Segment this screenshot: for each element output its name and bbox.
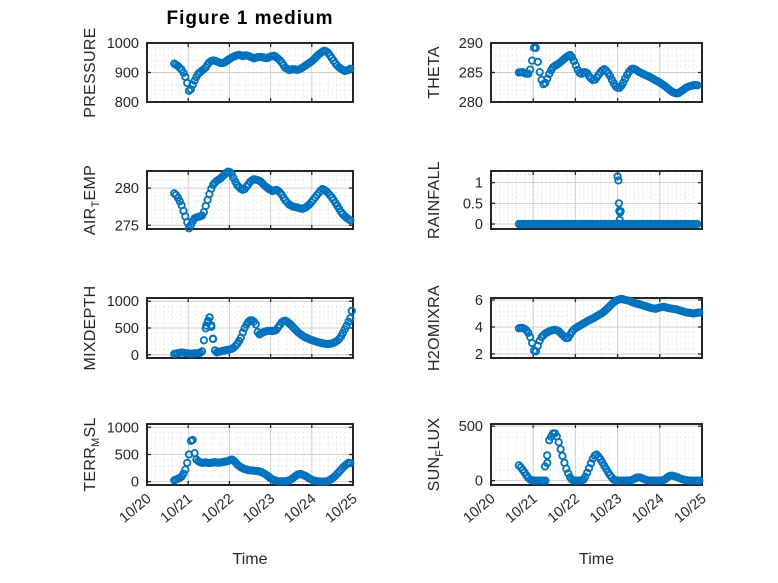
- ytick-label: 1000: [107, 420, 139, 436]
- subplot-pressure: 800 900 1000 PRESSURE: [82, 27, 355, 118]
- ytick-label: 1000: [107, 294, 139, 310]
- xtick-label: 10/24: [629, 491, 667, 527]
- xlabel-time-left: Time: [232, 551, 268, 568]
- ytick-label: 4: [475, 320, 483, 336]
- xtick-label: 10/24: [281, 491, 319, 527]
- xtick-label: 10/21: [503, 491, 541, 527]
- axes-frame: [490, 170, 703, 230]
- xtick-label: 10/25: [322, 491, 360, 527]
- ytick-labels: 2 4 6: [475, 293, 483, 363]
- subplot-h2omixra: 2 4 6 H2OMIXRA: [426, 285, 704, 371]
- ytick-labels: 275 280: [115, 181, 139, 234]
- ylabel-h2omixra: H2OMIXRA: [426, 285, 443, 371]
- xtick-label: 10/23: [587, 491, 625, 527]
- ytick-label: 6: [475, 293, 483, 309]
- ytick-label: 500: [115, 321, 139, 337]
- ytick-labels: 0 500 1000: [107, 420, 139, 490]
- ytick-label: 0: [131, 475, 139, 491]
- xtick-label: 10/22: [199, 491, 237, 527]
- data-points: [170, 167, 355, 233]
- ylabel-pressure: PRESSURE: [82, 27, 99, 117]
- ytick-labels: 00.51: [463, 176, 483, 233]
- data-points: [170, 435, 355, 486]
- subplot-sunflux: 0 500 SUNFLUX 10/20 10/21 10/22 10/23 10/24 10/2…: [426, 418, 710, 527]
- subplot-mixdepth: 0 500 1000 MIXDEPTH: [82, 285, 356, 371]
- xtick-label: 10/20: [116, 491, 154, 527]
- axes-frame: [146, 297, 354, 359]
- ylabel-sunflux: SUNFLUX: [426, 418, 446, 492]
- xtick-label: 10/22: [545, 491, 583, 527]
- data-points: [514, 294, 704, 356]
- xtick-labels: 10/20 10/21 10/22 10/23 10/24 10/25: [116, 491, 360, 527]
- ytick-label: 290: [459, 36, 483, 52]
- data-points: [514, 43, 702, 98]
- ytick-label: 0: [475, 474, 483, 490]
- ytick-label: 500: [115, 448, 139, 464]
- subplot-theta: 280 285 290 THETA: [426, 36, 703, 111]
- grid-minor: [147, 171, 353, 229]
- ytick-label: 275: [115, 218, 139, 234]
- xtick-label: 10/25: [671, 491, 709, 527]
- figure-title: Figure 1 medium: [166, 8, 334, 29]
- grid-minor: [491, 171, 702, 229]
- subplot-airtemp: 275 280 AIRTEMP: [82, 165, 355, 235]
- xtick-label: 10/23: [240, 491, 278, 527]
- ytick-label: 1000: [107, 36, 139, 52]
- subplot-terrmsl: 0 500 1000 TERRMSL 10/20 10/21 10/22 10/23 10/24…: [82, 417, 361, 526]
- ytick-label: 0.5: [463, 196, 483, 212]
- axes-frame: [490, 297, 703, 359]
- ytick-label: 280: [115, 181, 139, 197]
- ytick-label: 280: [459, 95, 483, 111]
- ytick-label: 285: [459, 66, 483, 82]
- ytick-label: 0: [131, 348, 139, 364]
- axes-frame: [146, 423, 354, 486]
- ytick-label: 800: [115, 95, 139, 111]
- ylabel-mixdepth: MIXDEPTH: [82, 285, 99, 370]
- ylabel-rainfall: RAINFALL: [426, 161, 443, 239]
- axes-frame: [490, 42, 703, 103]
- ytick-label: 900: [115, 66, 139, 82]
- ytick-label: 0: [475, 217, 483, 233]
- ytick-label: 1: [475, 176, 483, 192]
- xtick-label: 10/21: [158, 491, 196, 527]
- axes-frame: [146, 170, 354, 230]
- data-points: [170, 306, 356, 359]
- data-points: [514, 429, 704, 485]
- ytick-labels: 280 285 290: [459, 36, 483, 111]
- data-points: [514, 172, 702, 229]
- ytick-labels: 0 500: [459, 419, 483, 489]
- data-points: [170, 46, 355, 95]
- ytick-labels: 0 500 1000: [107, 294, 139, 364]
- xtick-label: 10/20: [460, 491, 498, 527]
- axes-frame: [146, 42, 354, 103]
- ytick-label: 500: [459, 419, 483, 435]
- xtick-labels: 10/20 10/21 10/22 10/23 10/24 10/25: [460, 491, 709, 527]
- ylabel-terrmsl: TERRMSL: [82, 417, 102, 491]
- xlabel-time-right: Time: [579, 551, 614, 568]
- ytick-labels: 800 900 1000: [107, 36, 139, 111]
- grid-major: [147, 298, 353, 358]
- ylabel-airtemp: AIRTEMP: [82, 165, 102, 235]
- ytick-label: 2: [475, 347, 483, 363]
- axes-frame: [490, 423, 703, 486]
- ylabel-theta: THETA: [426, 46, 443, 99]
